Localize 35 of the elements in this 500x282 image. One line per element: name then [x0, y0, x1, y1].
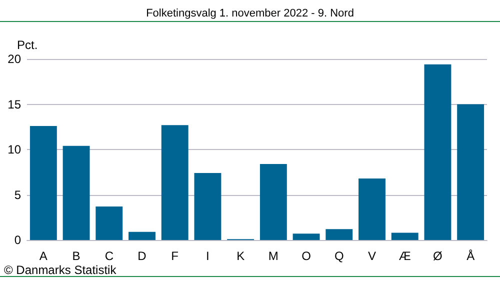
- x-tick-label: Q: [334, 249, 344, 263]
- bar: [96, 206, 123, 240]
- x-tick-label: Ø: [433, 249, 442, 263]
- bar: [161, 125, 188, 240]
- x-tick-label: M: [268, 249, 278, 263]
- x-tick-label: B: [72, 249, 80, 263]
- bar: [194, 173, 222, 240]
- bar: [326, 229, 353, 240]
- bar: [457, 104, 484, 240]
- bar: [260, 164, 287, 240]
- bar: [292, 234, 320, 240]
- y-tick-label: 5: [14, 188, 22, 202]
- y-tick-label: 10: [8, 142, 22, 156]
- x-tick-label: O: [302, 249, 311, 263]
- bar: [62, 146, 90, 240]
- x-tick-label: I: [206, 249, 210, 263]
- x-tick-label: F: [171, 249, 179, 263]
- bar: [424, 64, 452, 240]
- x-tick-label: K: [236, 249, 245, 263]
- text: © Danmarks Statistik: [4, 263, 118, 277]
- x-tick-label: A: [39, 249, 48, 263]
- x-tick-label: V: [368, 249, 376, 263]
- bar: [30, 126, 57, 240]
- y-tick-label: 15: [8, 97, 22, 112]
- x-tick-label: Å: [466, 249, 475, 263]
- y-tick-label: 20: [8, 52, 22, 66]
- bar: [391, 232, 418, 240]
- chart-title: Folketingsvalg 1. november 2022 - 9. Nord: [146, 8, 354, 20]
- y-tick-label: 0: [14, 233, 22, 247]
- x-tick-label: D: [138, 249, 147, 263]
- bar: [128, 232, 156, 240]
- x-tick-label: C: [104, 249, 114, 263]
- bar: [358, 178, 386, 240]
- x-tick-label: Æ: [398, 249, 411, 263]
- y-axis-title: Pct.: [17, 38, 38, 52]
